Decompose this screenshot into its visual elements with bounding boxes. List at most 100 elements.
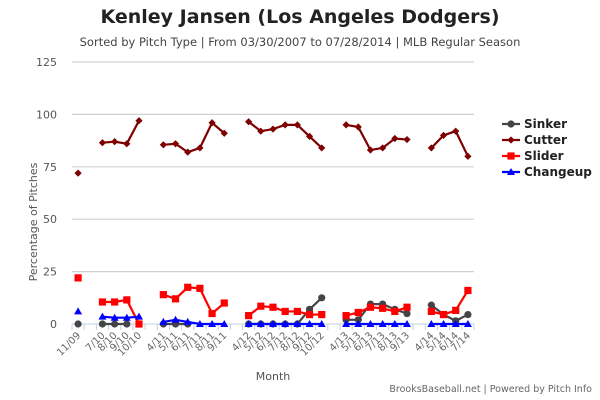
data-point [196, 284, 204, 292]
data-point [171, 140, 180, 148]
data-point [98, 139, 107, 147]
data-point [390, 320, 399, 327]
data-point [110, 313, 119, 321]
data-point [74, 320, 82, 328]
credit-text: BrooksBaseball.net | Powered by Pitch In… [389, 384, 592, 395]
y-tick-label: 25 [43, 266, 57, 279]
series-line [102, 120, 140, 145]
y-tick-label: 100 [36, 108, 57, 121]
data-point [317, 320, 326, 327]
data-point [159, 141, 167, 149]
data-point [245, 118, 253, 126]
data-point [464, 286, 472, 295]
series-line [430, 304, 469, 323]
legend-item-changeup[interactable]: Changeup [502, 165, 592, 179]
y-tick-labels: 0 25 50 75 100 125 [36, 56, 57, 331]
data-point [379, 144, 387, 152]
data-point [244, 320, 253, 327]
data-point [195, 320, 204, 327]
legend-label: Sinker [524, 117, 567, 131]
data-point [305, 310, 314, 319]
series-line [102, 315, 140, 319]
series-line [430, 129, 469, 157]
data-point [98, 312, 107, 320]
data-point [354, 308, 362, 317]
legend-item-cutter[interactable]: Cutter [502, 133, 567, 147]
data-point [281, 320, 290, 327]
data-point [123, 140, 131, 148]
data-point [281, 307, 289, 316]
data-point [208, 320, 217, 327]
y-tick-label: 0 [50, 318, 57, 331]
data-point [74, 274, 82, 282]
data-point [220, 299, 228, 307]
data-point [208, 119, 216, 127]
series-changeup [74, 307, 472, 327]
y-tick-label: 125 [36, 56, 57, 69]
x-axis-title: Month [256, 370, 291, 383]
y-tick-label: 75 [43, 161, 57, 174]
data-point [439, 320, 448, 327]
data-point [111, 320, 119, 328]
legend-item-slider[interactable]: Slider [502, 149, 564, 163]
legend-label: Cutter [524, 133, 567, 147]
data-point [427, 320, 436, 327]
data-point [171, 295, 180, 303]
series-cutter [74, 117, 472, 177]
data-point [403, 320, 411, 327]
data-point [427, 307, 435, 316]
data-point [184, 283, 192, 291]
legend-marker-icon [507, 168, 515, 175]
data-point [342, 121, 350, 129]
y-tick-label: 50 [43, 213, 57, 226]
data-point [208, 309, 216, 318]
data-point [463, 320, 472, 327]
x-tick-label: 11/09 [55, 330, 83, 358]
data-point [171, 315, 180, 323]
data-point [269, 303, 277, 311]
data-point [451, 320, 460, 327]
legend-label: Changeup [524, 165, 592, 179]
data-point [135, 312, 143, 320]
data-point [159, 291, 167, 299]
data-point [98, 298, 107, 306]
data-point [293, 320, 302, 327]
series-line [431, 289, 469, 316]
series-line [345, 123, 408, 152]
data-point [159, 317, 168, 325]
legend: Sinker Cutter Slider Changeup [502, 117, 592, 179]
data-point [378, 320, 387, 327]
data-point [74, 307, 83, 315]
data-point [281, 121, 289, 129]
data-point [269, 320, 277, 327]
data-point [293, 307, 301, 316]
data-point [98, 320, 107, 328]
data-point [293, 121, 301, 129]
data-point [135, 117, 143, 125]
gridlines [72, 61, 474, 273]
data-point [256, 320, 265, 327]
data-point [257, 302, 265, 310]
data-point [354, 123, 362, 131]
y-axis-title: Percentage of Pitches [27, 162, 40, 281]
data-point [391, 307, 399, 316]
data-point [123, 320, 131, 328]
chart-subtitle: Sorted by Pitch Type | From 03/30/2007 t… [79, 35, 521, 49]
data-point [269, 125, 277, 133]
legend-item-sinker[interactable]: Sinker [502, 117, 567, 131]
data-point [257, 127, 265, 135]
data-point [379, 304, 387, 312]
data-point [135, 320, 143, 328]
series-line [163, 121, 225, 154]
series-layer [74, 117, 472, 328]
data-point [220, 320, 229, 327]
data-point [439, 310, 448, 319]
data-point [183, 317, 192, 325]
data-point [245, 312, 253, 320]
data-point [354, 320, 363, 327]
data-point [391, 134, 399, 143]
data-point [452, 127, 460, 135]
data-point [403, 309, 411, 318]
